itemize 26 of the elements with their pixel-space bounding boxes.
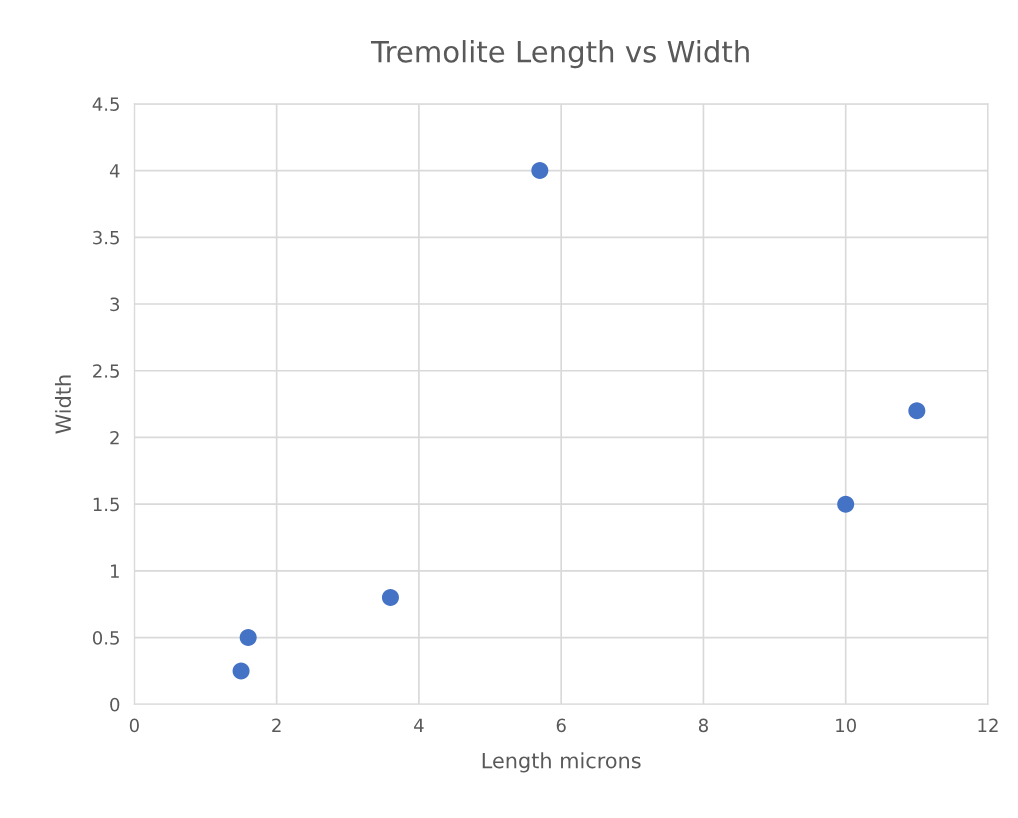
- y-tick-label: 2.5: [93, 364, 119, 378]
- y-tick-label: 0: [110, 697, 120, 712]
- point: [232, 662, 250, 680]
- point: [908, 402, 926, 420]
- y-tick-label: 1: [110, 564, 119, 578]
- point: [381, 589, 399, 607]
- x-tick-label: 12: [978, 718, 998, 732]
- y-tick-label: 2: [110, 430, 119, 445]
- y-tick-label: 0.5: [92, 631, 119, 645]
- y-tick-label: 4.5: [92, 97, 119, 111]
- point: [239, 629, 257, 647]
- y-tick-label: 3.5: [93, 230, 119, 245]
- x-axis-title: Length microns: [482, 752, 641, 773]
- chart-title: Tremolite Length vs Width: [370, 40, 749, 69]
- y-tick-label: 1.5: [93, 497, 119, 512]
- y-tick-label: 4: [109, 164, 120, 178]
- x-tick-label: 0: [129, 718, 139, 733]
- point: [837, 495, 855, 513]
- x-tick-label: 10: [836, 718, 856, 733]
- x-tick-label: 4: [414, 718, 424, 732]
- x-tick-label: 8: [698, 718, 708, 733]
- y-tick-label: 3: [110, 297, 120, 312]
- point: [531, 162, 549, 180]
- x-tick-label: 6: [556, 718, 566, 733]
- y-axis-title: Width: [54, 375, 72, 434]
- x-tick-label: 2: [272, 718, 281, 732]
